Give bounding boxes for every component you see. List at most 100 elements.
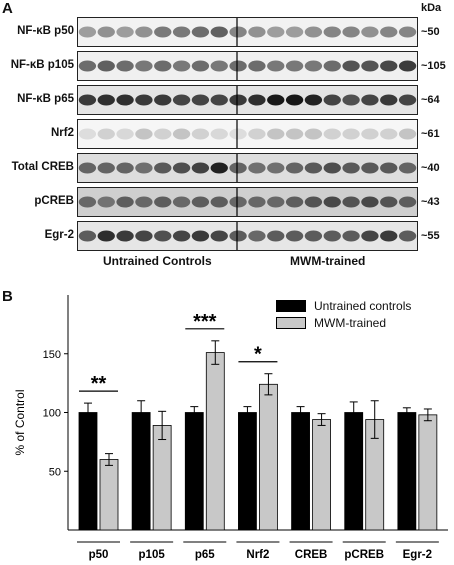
blot-band [154, 94, 172, 106]
blot-band [154, 230, 172, 242]
blot-band [116, 60, 134, 72]
blot-row-kda: ~55 [421, 230, 440, 242]
blot-row-kda: ~43 [421, 196, 440, 208]
blot-band [267, 230, 285, 242]
blot-band [342, 162, 360, 174]
blot-strip [77, 85, 418, 115]
blot-band [78, 162, 97, 174]
significance-marker: ** [91, 373, 107, 395]
blot-row-kda: ~64 [421, 94, 440, 106]
blot-band [304, 26, 323, 38]
blot-band [304, 196, 323, 208]
blot-row-label: NF-κB p65 [17, 93, 74, 105]
blot-row-kda: ~105 [421, 60, 446, 72]
significance-marker: *** [193, 311, 217, 333]
blot-band [172, 128, 191, 140]
blot-band [78, 94, 97, 106]
blot-band [248, 94, 266, 106]
blot-band [361, 94, 379, 106]
blot-band [172, 26, 191, 38]
blot-band [135, 60, 153, 72]
blot-band [172, 230, 191, 242]
blot-row-kda: ~40 [421, 162, 440, 174]
blot-strip [77, 153, 418, 183]
blot-band [97, 196, 115, 208]
blot-band [97, 128, 115, 140]
legend-item-untrained: Untrained controls [276, 298, 411, 314]
blot-band [229, 162, 247, 174]
blot-band [135, 162, 153, 174]
legend-swatch-trained [276, 317, 306, 329]
blot-band [210, 60, 228, 72]
blot-band [323, 128, 341, 140]
category-label: CREB [295, 549, 328, 561]
blot-band [342, 26, 360, 38]
y-tick-label: 150 [43, 349, 61, 361]
blot-band [361, 128, 379, 140]
blot-row-label: Egr-2 [44, 229, 74, 241]
blot-band [380, 26, 398, 38]
panel-b-label: B [2, 288, 13, 305]
blot-row-kda: ~61 [421, 128, 440, 140]
blot-band [248, 128, 266, 140]
blot-band [267, 128, 285, 140]
category-label: p65 [195, 549, 215, 561]
bar [205, 352, 225, 531]
blot-band [116, 196, 134, 208]
blot-band [361, 26, 379, 38]
bar [238, 412, 257, 531]
blot-band [380, 128, 398, 140]
blot-band [210, 162, 228, 174]
blot-row-label: pCREB [34, 195, 74, 207]
panel-a-label: A [2, 0, 13, 17]
blot-band [248, 60, 266, 72]
kda-header: kDa [421, 2, 442, 14]
blot-row-label: NF-κB p50 [17, 25, 74, 37]
blot-band [191, 94, 210, 106]
y-tick-label: 100 [43, 408, 61, 420]
bar [99, 459, 119, 531]
blot-band [210, 94, 228, 106]
blot-band [229, 60, 247, 72]
blot-band [361, 196, 379, 208]
blot-band [229, 128, 247, 140]
blot-band [285, 26, 304, 38]
blot-band [342, 94, 360, 106]
bar [184, 412, 204, 531]
blot-band [304, 94, 323, 106]
blot-band [135, 196, 153, 208]
blot-band [135, 94, 153, 106]
blot-band [267, 60, 285, 72]
blot-band [380, 196, 398, 208]
blot-band [229, 230, 247, 242]
blot-band [78, 26, 97, 38]
blot-band [154, 128, 172, 140]
blot-band [304, 60, 323, 72]
blot-band [116, 128, 134, 140]
blot-band [229, 94, 247, 106]
blot-band [229, 26, 247, 38]
category-label: p50 [89, 549, 109, 561]
blot-band [210, 26, 228, 38]
blot-band [285, 128, 304, 140]
legend-label-untrained: Untrained controls [314, 299, 412, 313]
blot-band [323, 60, 341, 72]
blot-band [154, 60, 172, 72]
blot-band [342, 230, 360, 242]
blot-band [323, 94, 341, 106]
bar [312, 419, 331, 531]
blot-band [116, 94, 134, 106]
blot-band [398, 162, 417, 174]
blot-band [154, 26, 172, 38]
bar [344, 412, 364, 531]
blot-band [342, 60, 360, 72]
chart-legend: Untrained controls MWM-trained [276, 298, 411, 332]
blot-band [267, 196, 285, 208]
blot-band [135, 26, 153, 38]
blot-band [248, 196, 266, 208]
blot-band [97, 94, 115, 106]
blot-band [191, 196, 210, 208]
blot-strip [77, 187, 418, 217]
blot-band [267, 94, 285, 106]
blot-band [191, 230, 210, 242]
